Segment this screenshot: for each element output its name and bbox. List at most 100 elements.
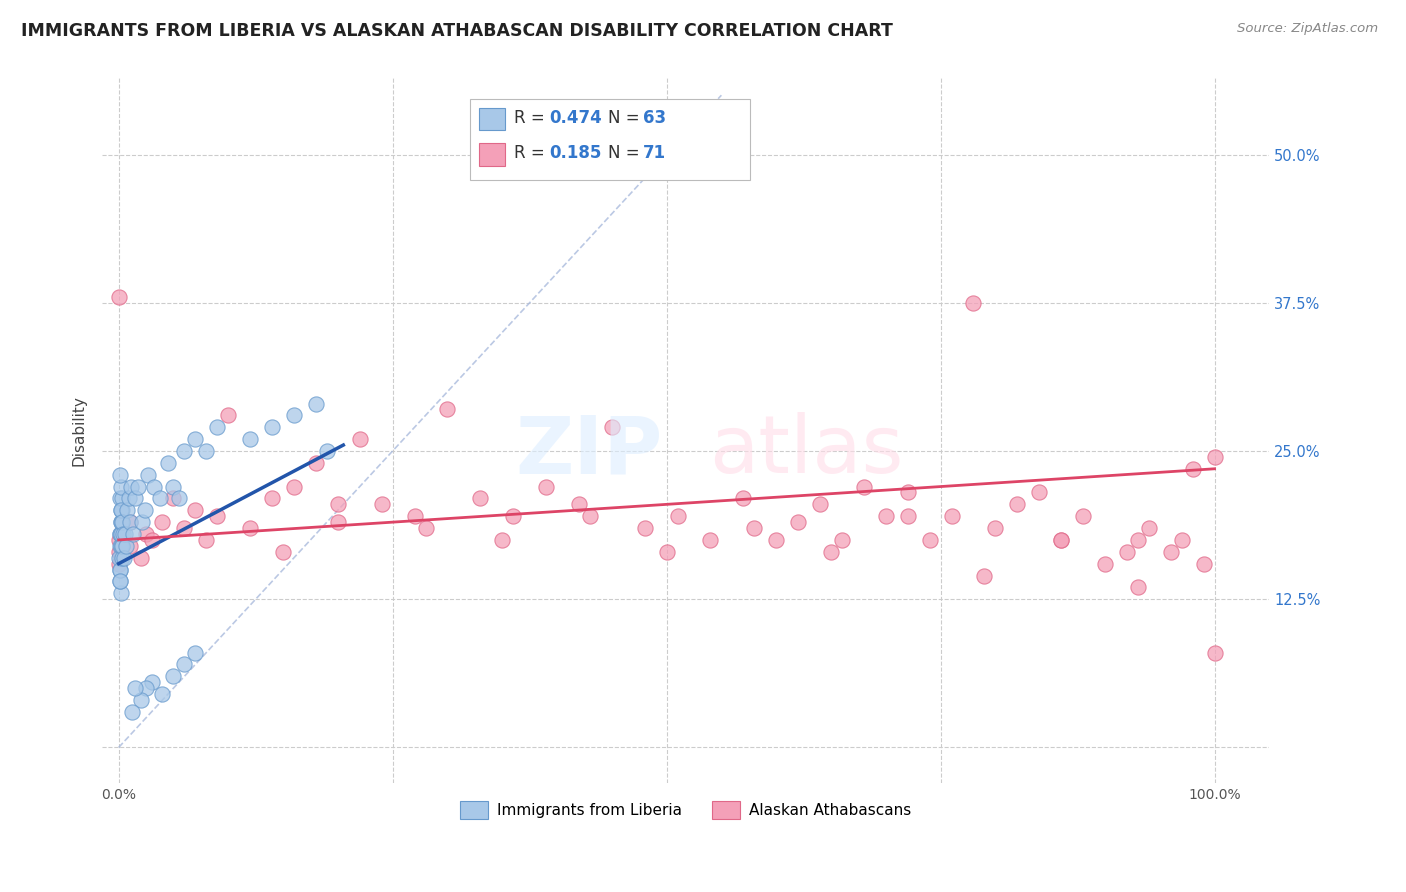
Point bbox=[156, 456, 179, 470]
Point bbox=[121, 705, 143, 719]
Point bbox=[207, 509, 229, 524]
Point bbox=[120, 479, 142, 493]
Point bbox=[897, 509, 920, 524]
Point bbox=[108, 467, 131, 482]
Point bbox=[142, 479, 165, 493]
Text: N =: N = bbox=[607, 109, 644, 128]
Point bbox=[173, 521, 195, 535]
Point bbox=[239, 432, 262, 446]
FancyBboxPatch shape bbox=[479, 108, 505, 130]
Point bbox=[134, 503, 156, 517]
Point bbox=[271, 545, 294, 559]
Point bbox=[162, 479, 184, 493]
Point bbox=[787, 515, 810, 529]
Point bbox=[110, 539, 132, 553]
Point bbox=[1115, 545, 1137, 559]
Point bbox=[152, 515, 174, 529]
Text: 0.474: 0.474 bbox=[550, 109, 602, 128]
Point bbox=[326, 515, 349, 529]
Point bbox=[262, 491, 284, 506]
Point bbox=[326, 497, 349, 511]
Point bbox=[141, 533, 163, 547]
Text: atlas: atlas bbox=[709, 412, 904, 491]
Point bbox=[634, 521, 657, 535]
Point bbox=[1126, 580, 1149, 594]
Point bbox=[110, 586, 132, 600]
Point bbox=[1050, 533, 1073, 547]
Text: 0.185: 0.185 bbox=[550, 145, 602, 162]
Point bbox=[107, 550, 129, 565]
Point bbox=[108, 563, 131, 577]
Point bbox=[808, 497, 831, 511]
Text: N =: N = bbox=[607, 145, 644, 162]
Point bbox=[415, 521, 437, 535]
Point bbox=[110, 503, 132, 517]
Point bbox=[115, 539, 138, 553]
Text: Source: ZipAtlas.com: Source: ZipAtlas.com bbox=[1237, 22, 1378, 36]
Point bbox=[502, 509, 524, 524]
Point bbox=[699, 533, 721, 547]
Point bbox=[152, 687, 174, 701]
Point bbox=[984, 521, 1007, 535]
Point bbox=[962, 295, 984, 310]
Point bbox=[184, 432, 207, 446]
Point bbox=[141, 675, 163, 690]
Point bbox=[118, 539, 141, 553]
Point bbox=[349, 432, 371, 446]
Point bbox=[1160, 545, 1182, 559]
Point bbox=[852, 479, 875, 493]
Point bbox=[112, 527, 135, 541]
Point bbox=[107, 290, 129, 304]
Point bbox=[315, 444, 337, 458]
Text: ZIP: ZIP bbox=[515, 412, 662, 491]
Point bbox=[108, 574, 131, 589]
Point bbox=[1126, 533, 1149, 547]
Text: 63: 63 bbox=[643, 109, 665, 128]
Point bbox=[733, 491, 755, 506]
Point bbox=[136, 467, 159, 482]
Point bbox=[107, 545, 129, 559]
Point bbox=[111, 515, 134, 529]
Point bbox=[118, 515, 141, 529]
Point bbox=[305, 456, 328, 470]
Point bbox=[918, 533, 941, 547]
Point bbox=[1204, 646, 1226, 660]
Point bbox=[404, 509, 426, 524]
Point bbox=[184, 503, 207, 517]
Point bbox=[173, 444, 195, 458]
Point bbox=[108, 539, 131, 553]
Point bbox=[129, 550, 152, 565]
Point bbox=[534, 479, 557, 493]
Point bbox=[131, 515, 153, 529]
Point bbox=[117, 491, 139, 506]
Point bbox=[117, 503, 139, 517]
Point bbox=[941, 509, 963, 524]
Legend: Immigrants from Liberia, Alaskan Athabascans: Immigrants from Liberia, Alaskan Athabas… bbox=[454, 795, 918, 825]
FancyBboxPatch shape bbox=[479, 143, 505, 166]
Point bbox=[305, 396, 328, 410]
Point bbox=[1050, 533, 1073, 547]
Point bbox=[111, 550, 134, 565]
Point bbox=[149, 491, 172, 506]
Point bbox=[655, 545, 678, 559]
Point bbox=[135, 681, 157, 695]
Point bbox=[195, 533, 218, 547]
Point bbox=[875, 509, 897, 524]
Point bbox=[111, 515, 134, 529]
Point bbox=[195, 444, 218, 458]
Point bbox=[112, 550, 135, 565]
Point bbox=[135, 527, 157, 541]
Point bbox=[162, 669, 184, 683]
Point bbox=[579, 509, 602, 524]
Point bbox=[110, 503, 132, 517]
Point bbox=[1192, 557, 1215, 571]
Point bbox=[1007, 497, 1029, 511]
Point bbox=[124, 681, 146, 695]
Point bbox=[568, 497, 591, 511]
Point bbox=[118, 515, 141, 529]
Point bbox=[207, 420, 229, 434]
Point bbox=[283, 409, 305, 423]
Point bbox=[108, 563, 131, 577]
Point bbox=[110, 515, 132, 529]
Point bbox=[124, 491, 146, 506]
